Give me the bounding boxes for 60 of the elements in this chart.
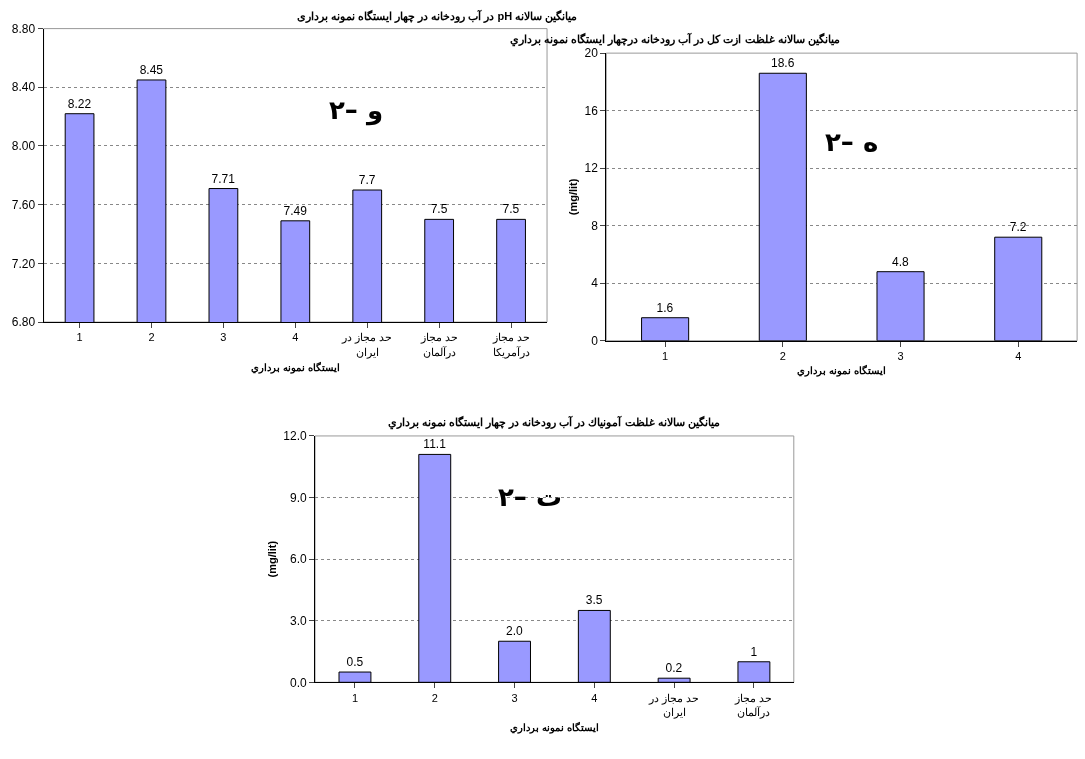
x-tick-label: حد مجاز درآمریکا bbox=[491, 331, 530, 359]
data-label: 11.1 bbox=[423, 437, 447, 452]
y-tick-label: 12 bbox=[584, 161, 599, 176]
data-label: 0.2 bbox=[665, 661, 683, 676]
data-label: 7.5 bbox=[430, 202, 448, 217]
data-label: 0.5 bbox=[346, 655, 364, 670]
x-tick-label: 2 bbox=[148, 331, 155, 344]
y-tick-label: 4 bbox=[591, 276, 599, 291]
x-tick-label: 1 bbox=[662, 349, 669, 362]
x-tick-label: 1 bbox=[76, 331, 83, 344]
chart-title: میانگین سالانه pH در آب رودخانه در چهار ایستگاه نمونه برداری bbox=[297, 9, 578, 23]
annotation: ۲– ت bbox=[498, 482, 563, 512]
data-label: 7.2 bbox=[1009, 220, 1027, 235]
y-tick-label: 12.0 bbox=[283, 429, 307, 444]
y-tick-label: 7.20 bbox=[11, 256, 36, 271]
x-tick-label: 2 bbox=[779, 349, 786, 362]
y-tick-label: 20 bbox=[584, 46, 599, 61]
x-axis-title: ايستگاه نمونه برداري bbox=[251, 361, 340, 375]
x-axis-title: ايستگاه نمونه برداري bbox=[797, 364, 886, 378]
x-tick-label: حد مجاز درآلمان bbox=[419, 331, 458, 359]
y-tick-label: 0 bbox=[591, 333, 599, 348]
annotation: ۲– و bbox=[329, 95, 384, 126]
data-label: 4.8 bbox=[892, 254, 910, 269]
y-tick-label: 8.00 bbox=[11, 139, 36, 154]
y-tick-label: 6.80 bbox=[11, 315, 36, 330]
y-tick-label: 8.80 bbox=[11, 21, 36, 36]
data-label: 8.22 bbox=[67, 96, 92, 111]
data-label: 18.6 bbox=[770, 56, 795, 71]
x-tick-label: 3 bbox=[897, 349, 904, 362]
y-tick-label: 9.0 bbox=[289, 490, 307, 505]
data-label: 8.45 bbox=[139, 62, 164, 77]
x-tick-label: حد مجاز در ایران bbox=[341, 331, 393, 359]
data-label: 7.5 bbox=[502, 202, 520, 217]
y-tick-label: 16 bbox=[584, 103, 599, 118]
data-label: 1 bbox=[750, 644, 758, 659]
y-tick-label: 8.40 bbox=[11, 80, 36, 95]
x-tick-label: حد مجاز در ایران bbox=[648, 691, 700, 719]
y-axis-title: (mg/lit) bbox=[567, 178, 580, 216]
x-tick-label: 3 bbox=[220, 331, 227, 344]
chart-title: ميانگين سالانه غلظت آمونياك در آب رودخانه در چهار ايستگاه نمونه برداري bbox=[388, 415, 720, 430]
annotation: ۲– ه bbox=[825, 127, 879, 157]
y-tick-label: 0.0 bbox=[289, 675, 307, 690]
y-tick-label: 3.0 bbox=[289, 613, 307, 628]
x-tick-label: 3 bbox=[511, 691, 518, 704]
y-axis-title: (mg/lit) bbox=[265, 540, 278, 578]
data-label: 1.6 bbox=[656, 300, 674, 315]
x-tick-label: 1 bbox=[351, 691, 359, 704]
chart-title: ميانگين سالانه غلظت ازت كل در آب رودخانه درچهار ايستگاه نمونه برداري bbox=[510, 32, 840, 47]
data-label: 7.71 bbox=[211, 171, 236, 186]
x-tick-label: 4 bbox=[1015, 349, 1022, 362]
data-label: 3.5 bbox=[585, 593, 603, 608]
x-tick-label: حد مجاز درآلمان bbox=[734, 691, 773, 719]
data-label: 2.0 bbox=[506, 624, 524, 639]
y-tick-label: 8 bbox=[591, 218, 599, 233]
data-label: 7.7 bbox=[358, 173, 376, 188]
y-tick-label: 6.0 bbox=[289, 552, 307, 567]
data-label: 7.49 bbox=[283, 203, 308, 218]
x-tick-label: 2 bbox=[431, 691, 438, 704]
x-axis-title: ايستگاه نمونه برداري bbox=[510, 721, 599, 735]
y-tick-label: 7.60 bbox=[11, 197, 36, 212]
